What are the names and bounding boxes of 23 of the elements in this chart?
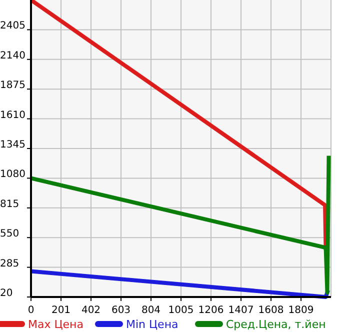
- y-tick-label: 1875: [0, 80, 26, 92]
- y-tick-label: 2140: [0, 50, 26, 62]
- x-tick-label: 1206: [198, 305, 224, 316]
- x-tick-label: 0: [28, 305, 34, 316]
- x-tick-label: 804: [141, 305, 161, 316]
- y-tick-label: 20: [0, 288, 13, 299]
- legend-label: Min Цена: [126, 318, 178, 331]
- x-tick-label: 603: [111, 305, 131, 316]
- x-tick-label: 1608: [258, 305, 284, 316]
- y-tick-label: 1610: [0, 110, 26, 121]
- y-tick-label: 285: [0, 258, 20, 270]
- x-tick-label: 1407: [228, 305, 254, 316]
- legend-label: Сред.Цена, т.йен: [226, 318, 326, 331]
- y-tick-label: 2405: [0, 20, 26, 32]
- x-tick-label: 201: [51, 305, 71, 316]
- y-tick-label: 1080: [0, 169, 26, 180]
- x-tick-label: 402: [81, 305, 101, 316]
- legend-label: Max Цена: [28, 318, 84, 331]
- x-tick-label: 1005: [168, 305, 194, 316]
- y-tick-label: 815: [0, 198, 20, 210]
- y-tick-label: 550: [0, 228, 20, 240]
- y-tick-label: 1345: [0, 140, 26, 150]
- x-tick-label: 1809: [288, 305, 314, 316]
